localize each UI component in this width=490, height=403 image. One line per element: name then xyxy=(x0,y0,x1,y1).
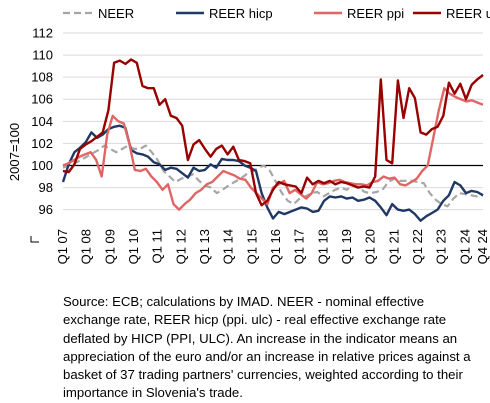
source-footnote: Source: ECB; calculations by IMAD. NEER … xyxy=(63,294,471,401)
line-chart: NEER REER hicp REER ppi REER ulc 96 98 100 102… xyxy=(7,6,490,264)
x-tick-label: Q1 18 xyxy=(315,229,330,264)
x-tick-label: Q1 14 xyxy=(221,229,236,264)
x-tick-label: Q1 13 xyxy=(197,229,212,264)
series-line-reer-hicp xyxy=(61,124,484,222)
x-tick-label: Q1 22 xyxy=(410,229,425,264)
legend-label: REER ulc xyxy=(446,6,490,21)
x-axis-ticks: Q1 07 Q1 08 Q1 09 Q1 10 Q1 11 Q1 12 Q1 13 Q1 14… xyxy=(55,229,490,264)
series-line-reer-ulc xyxy=(62,58,484,207)
x-tick-label: Q1 16 xyxy=(268,229,283,264)
series-line-reer-ppi xyxy=(62,86,484,211)
x-tick-label: Q1 15 xyxy=(244,229,259,264)
axis-break-marker xyxy=(30,236,39,243)
x-tick-label: Q4 24 xyxy=(475,229,490,264)
y-axis-ticks: 96 98 100 102 104 106 108 110 112 xyxy=(31,26,53,218)
x-tick-label: Q1 07 xyxy=(55,229,70,264)
x-tick-label: Q1 12 xyxy=(173,229,188,264)
x-tick-label: Q1 24 xyxy=(457,229,472,264)
x-tick-label: Q1 19 xyxy=(339,229,354,264)
legend-label: NEER xyxy=(98,6,134,21)
y-tick-label: 96 xyxy=(39,202,53,217)
gridlines xyxy=(63,32,483,211)
x-tick-label: Q1 17 xyxy=(292,229,307,264)
x-tick-label: Q1 10 xyxy=(126,229,141,264)
y-tick-label: 98 xyxy=(39,180,53,195)
x-tick-label: Q1 08 xyxy=(79,229,94,264)
x-tick-label: Q1 20 xyxy=(363,229,378,264)
y-axis-label: 2007=100 xyxy=(7,123,22,181)
x-tick-label: Q1 11 xyxy=(150,229,165,263)
y-tick-label: 110 xyxy=(32,48,53,63)
legend-label: REER ppi xyxy=(347,6,404,21)
y-tick-label: 102 xyxy=(31,136,53,151)
legend: NEER REER hicp REER ppi REER ulc xyxy=(63,6,490,21)
x-tick-label: Q1 21 xyxy=(386,229,401,264)
x-tick-label: Q1 09 xyxy=(102,229,117,264)
y-tick-label: 112 xyxy=(32,26,53,41)
y-tick-label: 104 xyxy=(31,114,53,129)
x-tick-label: Q1 23 xyxy=(434,229,449,264)
y-tick-label: 100 xyxy=(31,158,53,173)
y-tick-label: 106 xyxy=(31,92,53,107)
y-tick-label: 108 xyxy=(31,70,53,85)
series-lines xyxy=(61,58,484,222)
legend-label: REER hicp xyxy=(209,6,273,21)
